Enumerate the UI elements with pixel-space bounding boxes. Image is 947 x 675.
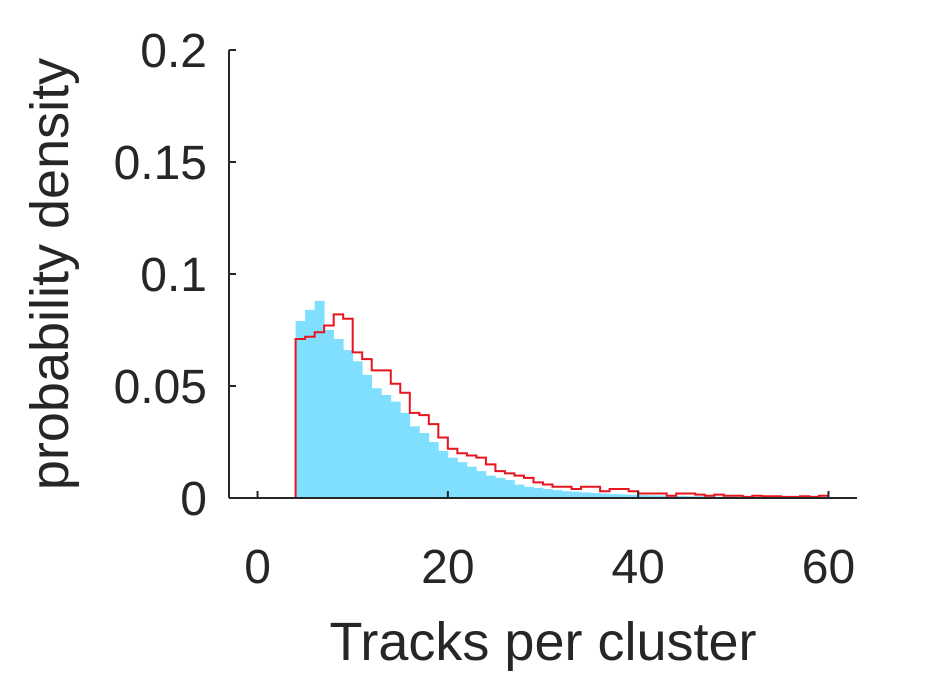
histogram-bar [447, 457, 458, 498]
histogram-bar [514, 484, 525, 498]
histogram-bar [409, 426, 420, 498]
histogram-bar [476, 471, 487, 498]
histogram-bar [362, 374, 373, 498]
y-tick-label: 0.15 [114, 137, 207, 190]
histogram-bar [533, 487, 544, 498]
histogram-bar [371, 388, 382, 498]
histogram-bar [552, 490, 563, 498]
tick-layer: 0 20 40 60 0 0.05 0.1 0.15 0.2 [114, 25, 856, 594]
histogram-bar [543, 489, 553, 498]
histogram-bar [666, 495, 677, 498]
x-tick-label: 40 [611, 541, 664, 594]
histogram-bar [390, 401, 401, 498]
series-layer [257, 300, 829, 499]
x-axis-title: Tracks per cluster [329, 612, 756, 672]
histogram-bar [314, 300, 325, 498]
histogram-bar [657, 495, 668, 498]
y-tick-label: 0.2 [140, 25, 207, 78]
histogram-bar [647, 495, 658, 498]
x-tick-label: 0 [244, 541, 271, 594]
histogram-bar [600, 493, 611, 498]
histogram-bar [495, 477, 506, 498]
stairs-line [257, 313, 829, 499]
histogram-bar [619, 494, 630, 498]
y-axis-title: probability density [20, 58, 80, 490]
histogram-bar [590, 493, 601, 498]
histogram-bar [400, 412, 411, 498]
histogram-bar [343, 350, 354, 498]
y-tick-label: 0.1 [140, 249, 207, 302]
histogram-bar [352, 361, 363, 498]
histogram-bar [466, 466, 477, 498]
histogram-bar [438, 450, 449, 498]
histogram-bar [457, 462, 468, 498]
histogram-bar [324, 330, 335, 498]
histogram-bar [523, 486, 534, 498]
histogram-bar [628, 494, 639, 498]
histogram-bar [428, 442, 439, 498]
histogram-bar [333, 338, 344, 498]
y-tick-label: 0.05 [114, 361, 207, 414]
x-tick-label: 20 [421, 541, 474, 594]
histogram-bar [504, 480, 515, 498]
histogram-bar [295, 321, 306, 498]
x-tick-label: 60 [802, 541, 855, 594]
histogram-bar [638, 495, 649, 498]
histogram-bar [676, 495, 687, 498]
histogram-bar [562, 491, 572, 498]
histogram-bar [485, 475, 496, 498]
histogram-bar [609, 493, 620, 498]
histogram-bar [571, 491, 582, 498]
histogram-bar [305, 309, 316, 498]
histogram-bar [419, 433, 430, 498]
y-tick-label: 0 [180, 473, 207, 526]
histogram-bar [381, 394, 392, 498]
histogram-bar [581, 492, 591, 498]
